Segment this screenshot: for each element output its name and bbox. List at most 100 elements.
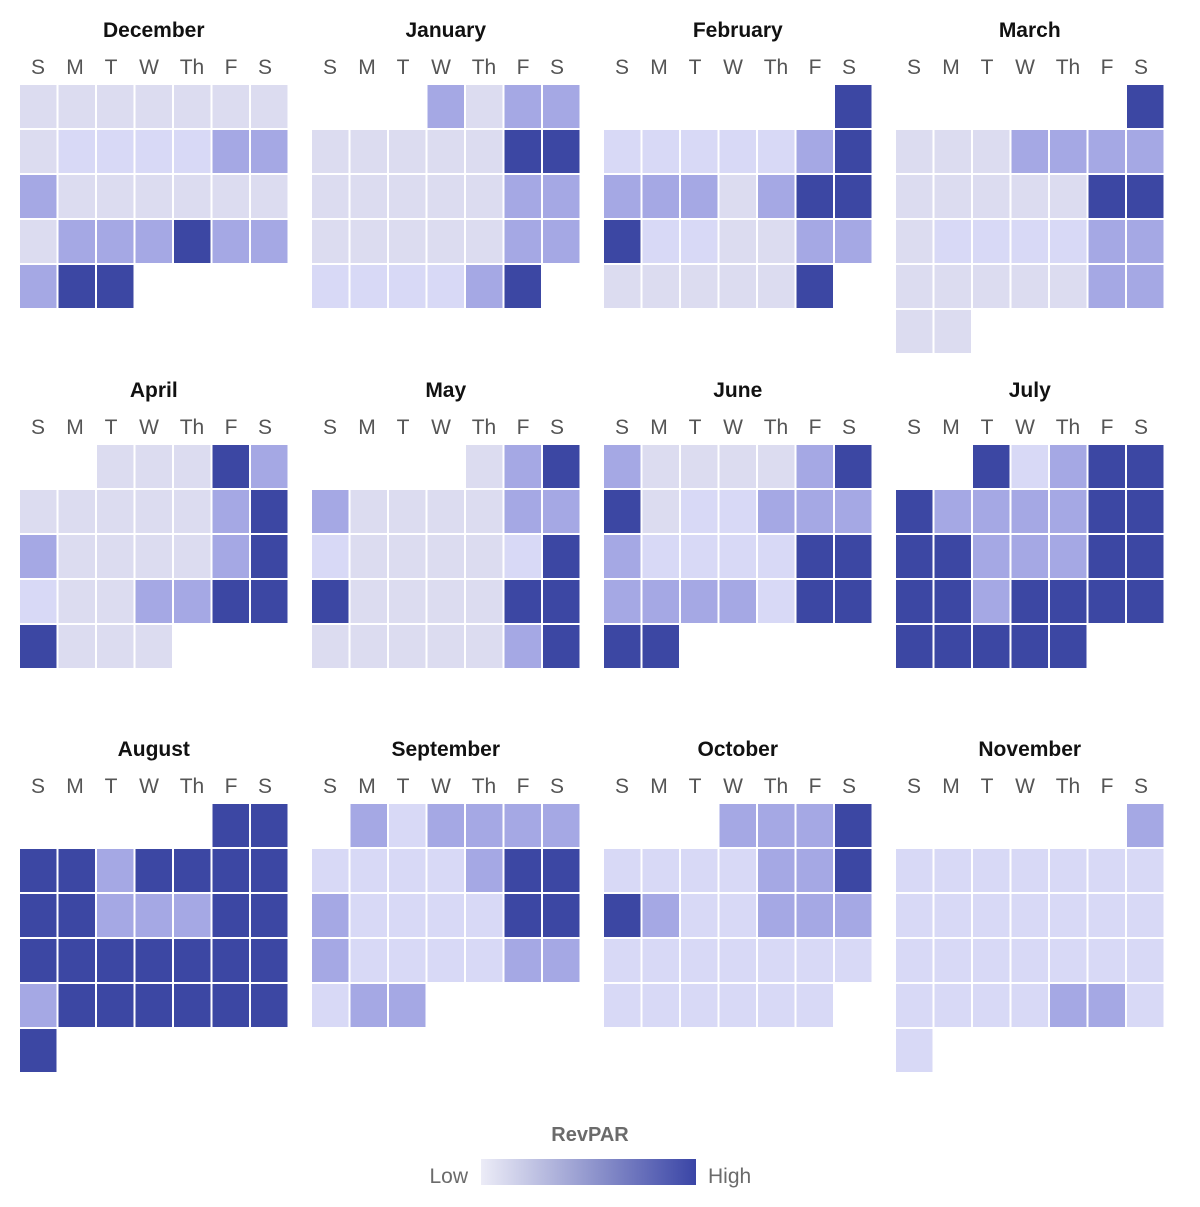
- day-cell: [602, 982, 643, 1029]
- weekday-label: Th: [472, 56, 497, 79]
- day-cell: [679, 488, 720, 535]
- day-cell: [210, 128, 251, 175]
- day-cell: [679, 263, 720, 310]
- day-cell: [425, 173, 466, 220]
- day-cell: [387, 578, 428, 625]
- day-cell: [971, 982, 1012, 1029]
- day-cell: [932, 533, 973, 580]
- day-cell: [756, 488, 797, 535]
- day-cell: [1125, 218, 1166, 265]
- day-cell: [756, 982, 797, 1029]
- day-cell: [210, 83, 251, 130]
- day-cell: [133, 173, 174, 220]
- day-cell: [1125, 802, 1166, 849]
- day-cell: [794, 128, 835, 175]
- day-cell: [794, 443, 835, 490]
- day-cell: [348, 982, 389, 1029]
- day-cell: [56, 488, 97, 535]
- month-title: March: [999, 19, 1061, 42]
- weekday-label: S: [615, 775, 629, 798]
- day-cell: [717, 892, 758, 939]
- day-cell: [56, 982, 97, 1029]
- day-cell: [1086, 847, 1127, 894]
- day-cell: [348, 847, 389, 894]
- day-cell: [310, 623, 351, 670]
- weekday-label: S: [258, 775, 272, 798]
- month-title: April: [130, 379, 178, 402]
- day-cell: [310, 263, 351, 310]
- day-cell: [717, 218, 758, 265]
- day-cell: [18, 488, 59, 535]
- day-cell: [464, 578, 505, 625]
- day-cell: [249, 83, 290, 130]
- day-cell: [1086, 892, 1127, 939]
- day-cell: [348, 533, 389, 580]
- day-cell: [1009, 218, 1050, 265]
- day-cell: [464, 263, 505, 310]
- day-cell: [310, 128, 351, 175]
- day-cell: [679, 578, 720, 625]
- weekday-label: M: [66, 416, 84, 439]
- day-cell: [502, 128, 543, 175]
- day-cell: [640, 847, 681, 894]
- day-cell: [640, 488, 681, 535]
- day-cell: [310, 218, 351, 265]
- day-cell: [794, 218, 835, 265]
- day-cell: [502, 263, 543, 310]
- day-cell: [18, 982, 59, 1029]
- weekday-label: Th: [180, 775, 205, 798]
- weekday-label: S: [615, 416, 629, 439]
- day-cell: [640, 128, 681, 175]
- day-cell: [387, 802, 428, 849]
- day-cell: [210, 488, 251, 535]
- weekday-label: T: [105, 775, 118, 798]
- weekday-label: W: [1015, 416, 1035, 439]
- day-cell: [18, 533, 59, 580]
- day-cell: [56, 847, 97, 894]
- day-cell: [56, 263, 97, 310]
- weekday-label: F: [809, 56, 822, 79]
- weekday-label: Th: [1056, 775, 1081, 798]
- day-cell: [679, 892, 720, 939]
- day-cell: [717, 847, 758, 894]
- day-cell: [249, 802, 290, 849]
- day-cell: [717, 488, 758, 535]
- weekday-label: M: [942, 775, 960, 798]
- day-cell: [894, 263, 935, 310]
- day-cell: [679, 128, 720, 175]
- day-cell: [640, 263, 681, 310]
- weekday-label: S: [907, 775, 921, 798]
- day-cell: [640, 982, 681, 1029]
- day-cell: [95, 83, 136, 130]
- day-cell: [56, 578, 97, 625]
- day-cell: [971, 533, 1012, 580]
- month-title: June: [713, 379, 762, 402]
- weekday-label: S: [258, 416, 272, 439]
- day-cell: [172, 937, 213, 984]
- day-cell: [640, 533, 681, 580]
- day-cell: [425, 578, 466, 625]
- day-cell: [794, 892, 835, 939]
- day-cell: [95, 218, 136, 265]
- weekday-label: S: [31, 775, 45, 798]
- day-cell: [932, 578, 973, 625]
- day-cell: [640, 443, 681, 490]
- day-cell: [756, 218, 797, 265]
- day-cell: [502, 443, 543, 490]
- weekday-label: T: [981, 416, 994, 439]
- day-cell: [1086, 533, 1127, 580]
- day-cell: [95, 443, 136, 490]
- day-cell: [679, 443, 720, 490]
- day-cell: [602, 443, 643, 490]
- day-cell: [172, 218, 213, 265]
- day-cell: [387, 847, 428, 894]
- weekday-label: S: [615, 56, 629, 79]
- day-cell: [387, 533, 428, 580]
- weekday-label: F: [225, 775, 238, 798]
- day-cell: [894, 218, 935, 265]
- day-cell: [172, 533, 213, 580]
- day-cell: [541, 443, 582, 490]
- day-cell: [464, 218, 505, 265]
